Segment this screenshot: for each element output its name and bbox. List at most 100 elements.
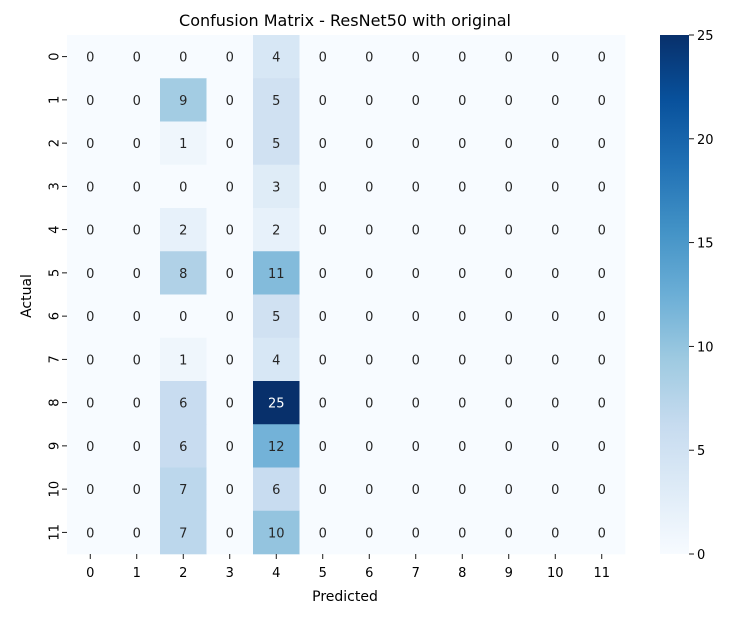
heatmap-cell [532, 381, 579, 425]
heatmap-cell [253, 251, 300, 295]
cell-value-label: 10 [268, 526, 285, 541]
heatmap-cell [439, 121, 486, 166]
cell-value-label: 0 [598, 397, 606, 412]
y-tick-label: 8 [48, 398, 63, 406]
heatmap-cell [113, 381, 161, 425]
cell-value-label: 0 [226, 526, 234, 541]
heatmap-cell [578, 467, 626, 512]
cell-value-label: 0 [412, 310, 420, 325]
cell-value-label: 5 [272, 137, 280, 152]
heatmap-cell [485, 510, 533, 555]
colorbar [660, 35, 689, 554]
cell-value-label: 0 [226, 267, 234, 282]
cell-value-label: 0 [598, 51, 606, 66]
heatmap-cell [392, 510, 440, 555]
x-tick-label: 3 [226, 566, 234, 581]
heatmap-cell [206, 251, 254, 295]
heatmap-cell [299, 78, 347, 122]
heatmap-cell [113, 35, 161, 79]
heatmap-cell [206, 467, 254, 512]
heatmap-cell [532, 35, 579, 79]
x-tick-label: 1 [133, 566, 141, 581]
cell-value-label: 0 [365, 440, 373, 455]
cell-value-label: 6 [272, 483, 280, 498]
colorbar-ticks: 0 5 10 15 20 25 [689, 29, 714, 563]
cell-value-label: 0 [551, 94, 559, 109]
heatmap-cell [253, 510, 300, 555]
heatmap-cell [532, 337, 579, 382]
cell-value-label: 6 [179, 440, 187, 455]
cell-value-label: 0 [551, 526, 559, 541]
heatmap-cell [206, 424, 254, 468]
cell-value-label: 0 [412, 137, 420, 152]
heatmap-cell [392, 251, 440, 295]
heatmap-cell [439, 337, 486, 382]
y-tick-label: 7 [48, 355, 63, 363]
cell-value-label: 0 [86, 224, 94, 239]
heatmap-cell [113, 424, 161, 468]
cell-value-label: 0 [505, 483, 513, 498]
cell-value-label: 0 [551, 180, 559, 195]
cell-value-label: 0 [86, 51, 94, 66]
heatmap-cell [485, 35, 533, 79]
cell-value-label: 0 [319, 51, 327, 66]
heatmap-cell [113, 337, 161, 382]
cell-value-label: 0 [551, 397, 559, 412]
heatmap-cell [253, 381, 300, 425]
cell-value-label: 0 [551, 137, 559, 152]
cell-value-label: 6 [179, 397, 187, 412]
heatmap-cell [578, 294, 626, 339]
cell-value-label: 0 [365, 137, 373, 152]
cell-value-label: 0 [365, 180, 373, 195]
heatmap-cell [346, 78, 393, 122]
cell-value-label: 0 [319, 526, 327, 541]
heatmap-cell [67, 78, 114, 122]
cell-value-label: 0 [319, 224, 327, 239]
cell-value-label: 0 [458, 137, 466, 152]
cell-value-label: 0 [598, 224, 606, 239]
heatmap-cell [532, 294, 579, 339]
y-tick-label: 9 [48, 442, 63, 450]
heatmap-cell [67, 294, 114, 339]
cell-value-label: 0 [86, 267, 94, 282]
heatmap-cell [532, 208, 579, 252]
y-tick-label: 6 [48, 312, 63, 320]
heatmap-cell [485, 467, 533, 512]
cell-value-label: 0 [319, 180, 327, 195]
heatmap-cell [67, 337, 114, 382]
cell-value-label: 0 [458, 180, 466, 195]
y-tick-label: 3 [48, 182, 63, 190]
cell-value-label: 25 [268, 397, 285, 412]
cell-value-label: 0 [458, 94, 466, 109]
cell-value-label: 0 [412, 224, 420, 239]
cell-value-label: 0 [598, 180, 606, 195]
cell-value-label: 1 [179, 353, 187, 368]
x-tick-label: 6 [365, 566, 373, 581]
heatmap-cell [439, 467, 486, 512]
cell-value-label: 0 [412, 483, 420, 498]
heatmap-cell [299, 164, 347, 209]
heatmap-cell [113, 251, 161, 295]
cell-value-label: 0 [226, 180, 234, 195]
cell-value-label: 0 [412, 180, 420, 195]
heatmap-cell [113, 510, 161, 555]
y-axis-ticks: 0 1 2 3 4 5 6 7 8 9 10 11 [48, 52, 67, 541]
heatmap-cell [346, 424, 393, 468]
cell-value-label: 0 [226, 137, 234, 152]
cell-value-label: 0 [412, 94, 420, 109]
heatmap-cell [485, 251, 533, 295]
heatmap-cell [253, 35, 300, 79]
cell-value-label: 9 [179, 94, 187, 109]
cell-value-label: 0 [365, 353, 373, 368]
cell-value-label: 5 [272, 94, 280, 109]
cell-value-label: 11 [268, 267, 285, 282]
cell-value-label: 0 [458, 440, 466, 455]
heatmap-cell [346, 381, 393, 425]
y-tick-label: 10 [48, 481, 63, 498]
cell-value-label: 4 [272, 51, 280, 66]
heatmap-cell [439, 208, 486, 252]
heatmap-cell [346, 164, 393, 209]
cell-value-label: 0 [598, 353, 606, 368]
cell-value-label: 0 [226, 94, 234, 109]
heatmap-cell [160, 121, 207, 166]
